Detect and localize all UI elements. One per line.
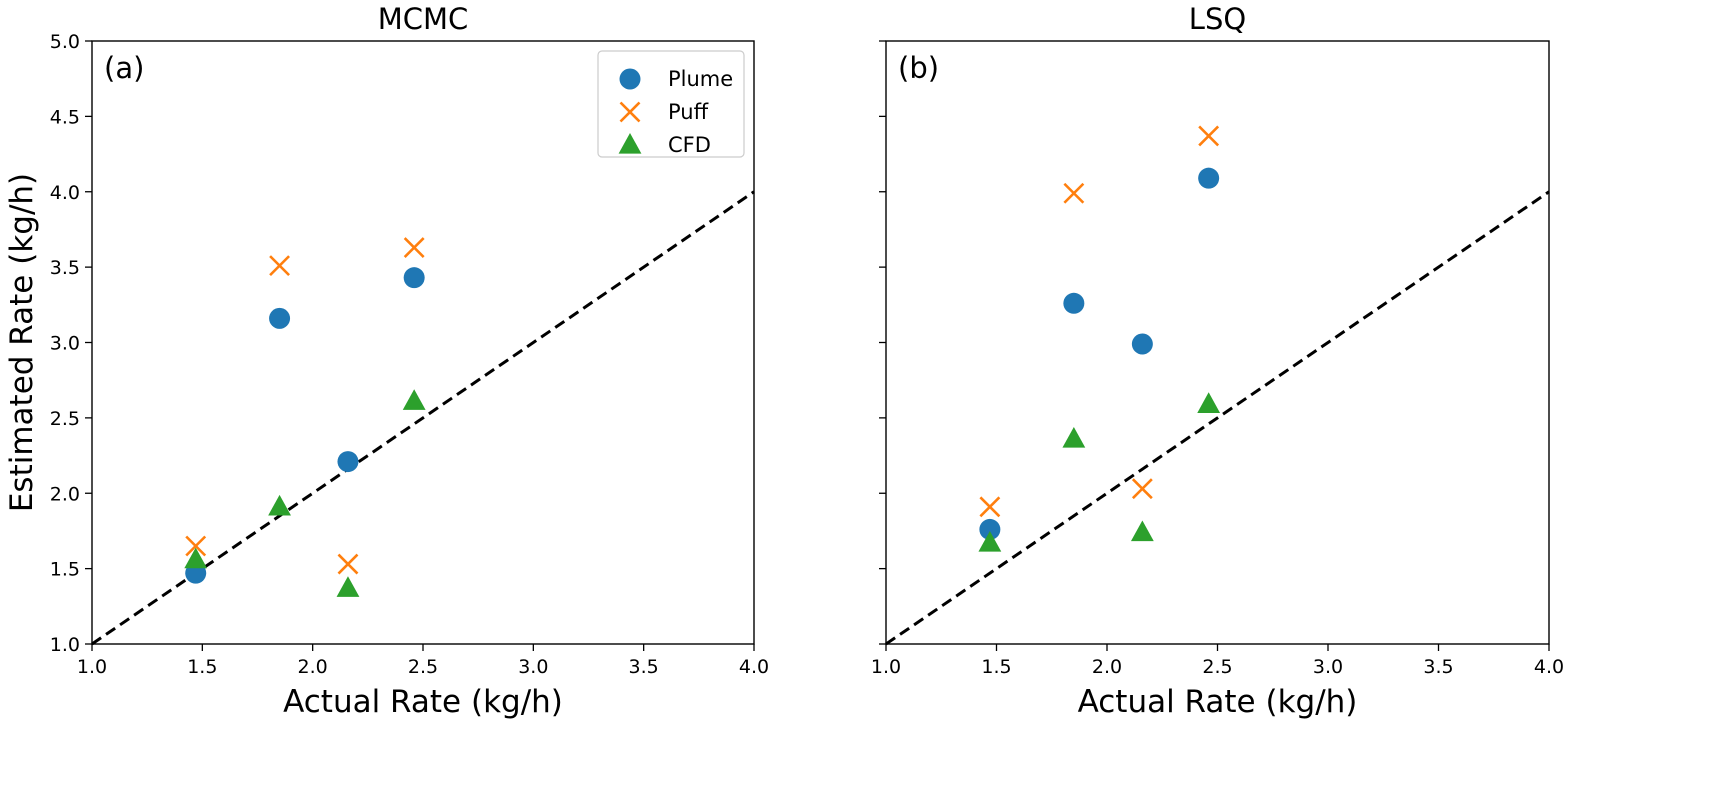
panel-a-reference-line [91, 190, 755, 646]
panel-a-y-tick-label: 3.0 [50, 333, 80, 355]
panel-a-y-tick-label: 1.0 [50, 634, 80, 656]
panel-b-puff-point-stroke-b [1131, 478, 1153, 500]
legend-plume-label: Plume [668, 67, 733, 91]
legend-cfd-label: CFD [668, 133, 711, 157]
panel-b-puff-point [979, 496, 1001, 518]
panel-a-puff-point [185, 535, 207, 557]
panel-a-x-tick-label: 4.0 [739, 656, 769, 678]
panel-a-cfd-point [184, 547, 208, 569]
panel-b-title: LSQ [1189, 2, 1246, 36]
panel-b-plot-frame [885, 40, 1550, 645]
panel-a-y-tick-label: 4.0 [50, 182, 80, 204]
panel-b-label: (b) [898, 51, 939, 85]
panel-a-title: MCMC [378, 2, 469, 36]
panel-b-plume-point [1198, 167, 1220, 189]
panel-a-y-tick-label: 5.0 [50, 31, 80, 53]
panel-a-x-tick-label: 3.0 [518, 656, 548, 678]
panel-b-x-tick-label: 2.0 [1092, 656, 1122, 678]
panel-b-x-tick-label: 3.0 [1313, 656, 1343, 678]
panel-a-y-tick-label: 2.5 [50, 408, 80, 430]
panel-a-puff-point [337, 553, 359, 575]
panel-b-cfd-point [978, 530, 1002, 552]
legend-plume-marker [619, 68, 641, 90]
panel-a-cfd-point [336, 576, 360, 597]
panel-b-puff-point [1063, 182, 1085, 204]
panel-b-plume-point [1131, 333, 1153, 355]
panel-b-plume-point [979, 518, 1001, 540]
panel-a-x-tick-label: 2.5 [408, 656, 438, 678]
legend: Plume Puff CFD [597, 50, 745, 158]
panel-a-y-axis-label: Estimated Rate (kg/h) [4, 173, 40, 512]
panel-b-x-tick-label: 2.5 [1202, 656, 1232, 678]
panel-a-x-tick-label: 1.0 [77, 656, 107, 678]
panel-a-y-tick-label: 2.0 [50, 483, 80, 505]
panel-b-x-tick-label: 4.0 [1534, 656, 1564, 678]
panel-b-reference-line [885, 190, 1550, 646]
legend-puff-marker [619, 101, 641, 123]
panel-a-plume-point [337, 451, 359, 473]
panel-a-y-tick-label: 1.5 [50, 559, 80, 581]
panel-a-plume-point [269, 307, 291, 329]
panel-b-puff-point-stroke-b [979, 496, 1001, 518]
panel-a-x-axis-label: Actual Rate (kg/h) [283, 684, 563, 720]
panel-b-x-tick-label: 3.5 [1423, 656, 1453, 678]
panel-b-puff-point-stroke-b [1198, 125, 1220, 147]
panel-a: 1.0 1.5 2.0 2.5 3.0 3.5 4.0 1.0 1.5 2.0 2.5 3.0 3.5 4… [4, 2, 769, 720]
panel-b: 1.0 1.5 2.0 2.5 3.0 3.5 4.0 LSQ (b) Actual Rate (… [871, 2, 1564, 720]
legend-puff-label: Puff [668, 100, 709, 124]
panel-b-x-tick-label: 1.5 [981, 656, 1011, 678]
panel-b-x-tick-label: 1.0 [871, 656, 901, 678]
panel-a-cfd-point [402, 389, 426, 410]
panel-b-cfd-point [1130, 520, 1154, 542]
panel-b-puff-point-stroke-b [1063, 182, 1085, 204]
legend-puff-marker-stroke-b [619, 101, 641, 123]
panel-b-cfd-point [1062, 426, 1086, 448]
panel-a-puff-point-stroke-b [403, 237, 425, 258]
panel-a-puff-point-stroke-b [337, 553, 359, 575]
panel-a-puff-point-stroke-b [269, 255, 290, 277]
panel-b-cfd-point [1197, 392, 1221, 413]
panel-a-y-tick-label: 3.5 [50, 257, 80, 279]
panel-b-puff-point [1198, 125, 1220, 147]
panel-b-puff-point [1131, 478, 1153, 500]
panel-a-x-tick-label: 3.5 [629, 656, 659, 678]
panel-a-puff-point-stroke-b [185, 535, 207, 557]
panel-b-x-axis-label: Actual Rate (kg/h) [1078, 684, 1358, 720]
panel-a-x-tick-label: 2.0 [298, 656, 328, 678]
panel-a-label: (a) [104, 51, 144, 85]
panel-a-puff-point [403, 237, 425, 258]
panel-a-puff-point [269, 255, 290, 277]
panel-b-plume-point [1063, 292, 1085, 314]
panel-a-cfd-point [268, 494, 291, 516]
panel-a-x-tick-label: 1.5 [187, 656, 217, 678]
panel-a-plume-point [403, 267, 425, 289]
panel-a-y-tick-label: 4.5 [50, 106, 80, 128]
legend-cfd-marker [618, 133, 642, 154]
